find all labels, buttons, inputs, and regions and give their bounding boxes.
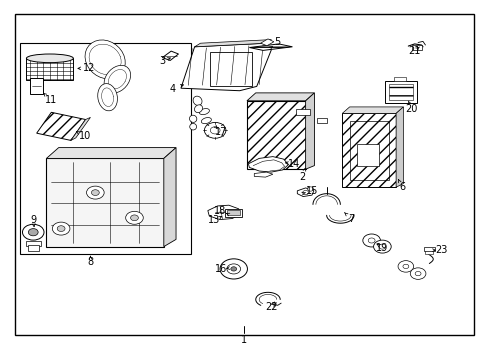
Circle shape — [397, 261, 413, 272]
Bar — [210, 52, 251, 86]
Circle shape — [409, 268, 425, 279]
Text: 20: 20 — [405, 104, 417, 114]
Circle shape — [28, 229, 38, 236]
Ellipse shape — [201, 117, 211, 124]
Text: 7: 7 — [347, 213, 353, 224]
Ellipse shape — [194, 105, 202, 113]
Circle shape — [362, 234, 380, 247]
Bar — [46, 158, 163, 247]
Text: 9: 9 — [30, 215, 36, 225]
Polygon shape — [297, 188, 313, 197]
Polygon shape — [207, 205, 240, 220]
Polygon shape — [181, 43, 271, 91]
Circle shape — [86, 186, 104, 199]
Circle shape — [402, 264, 408, 269]
Bar — [246, 101, 305, 169]
Bar — [30, 78, 42, 94]
Circle shape — [302, 190, 308, 195]
Polygon shape — [46, 148, 176, 158]
Bar — [349, 121, 388, 180]
Text: 18: 18 — [213, 206, 226, 216]
Polygon shape — [98, 84, 117, 111]
Text: 4: 4 — [169, 84, 175, 94]
Bar — [316, 118, 326, 123]
Polygon shape — [85, 40, 125, 79]
Circle shape — [226, 264, 240, 274]
Polygon shape — [71, 117, 90, 140]
Text: 14: 14 — [287, 159, 300, 169]
Circle shape — [378, 244, 385, 249]
Bar — [295, 109, 309, 115]
Circle shape — [22, 224, 44, 240]
Circle shape — [307, 187, 313, 191]
Bar — [388, 84, 412, 100]
Text: 17: 17 — [214, 127, 227, 138]
Text: 2: 2 — [299, 172, 305, 182]
Polygon shape — [162, 51, 178, 60]
Bar — [15, 14, 473, 335]
Polygon shape — [260, 39, 273, 46]
Polygon shape — [194, 40, 271, 47]
Bar — [425, 251, 432, 254]
Circle shape — [91, 190, 99, 195]
Text: 3: 3 — [159, 56, 165, 66]
Circle shape — [57, 226, 65, 231]
Circle shape — [130, 215, 138, 221]
Polygon shape — [249, 44, 292, 50]
Ellipse shape — [193, 96, 202, 105]
Polygon shape — [305, 93, 314, 169]
Polygon shape — [104, 66, 130, 93]
Circle shape — [220, 259, 247, 279]
Ellipse shape — [189, 115, 197, 122]
Text: 1: 1 — [241, 335, 247, 345]
Bar — [393, 77, 406, 81]
Bar — [26, 241, 41, 246]
Bar — [411, 45, 421, 50]
Polygon shape — [246, 93, 314, 101]
FancyBboxPatch shape — [26, 58, 73, 80]
Text: 8: 8 — [87, 257, 93, 267]
Polygon shape — [254, 172, 272, 177]
Ellipse shape — [189, 123, 196, 130]
Text: 5: 5 — [274, 37, 280, 48]
Bar — [224, 209, 242, 217]
Bar — [226, 210, 239, 215]
Circle shape — [414, 271, 420, 276]
Polygon shape — [395, 107, 403, 187]
Bar — [385, 81, 416, 103]
Bar — [356, 144, 378, 166]
Ellipse shape — [26, 54, 73, 63]
Polygon shape — [163, 148, 176, 247]
Text: 16: 16 — [214, 264, 227, 274]
Text: 19: 19 — [375, 243, 388, 253]
Text: 15: 15 — [305, 186, 318, 196]
Circle shape — [52, 222, 70, 235]
Bar — [28, 245, 39, 251]
Text: 10: 10 — [79, 131, 92, 141]
Polygon shape — [37, 112, 85, 140]
Circle shape — [125, 211, 143, 224]
Ellipse shape — [199, 108, 209, 115]
Text: 13: 13 — [207, 215, 220, 225]
Text: 21: 21 — [407, 46, 420, 56]
Circle shape — [230, 267, 236, 271]
Bar — [424, 247, 434, 251]
Circle shape — [210, 127, 220, 134]
Text: 6: 6 — [398, 182, 404, 192]
Circle shape — [373, 240, 390, 253]
Bar — [20, 43, 190, 254]
Text: 12: 12 — [83, 63, 96, 73]
Text: 23: 23 — [434, 245, 447, 255]
Text: 11: 11 — [45, 95, 58, 105]
Text: 22: 22 — [264, 302, 277, 312]
Polygon shape — [248, 157, 288, 172]
Circle shape — [367, 238, 374, 243]
Polygon shape — [342, 107, 403, 113]
Bar — [342, 113, 395, 187]
Circle shape — [204, 122, 225, 138]
